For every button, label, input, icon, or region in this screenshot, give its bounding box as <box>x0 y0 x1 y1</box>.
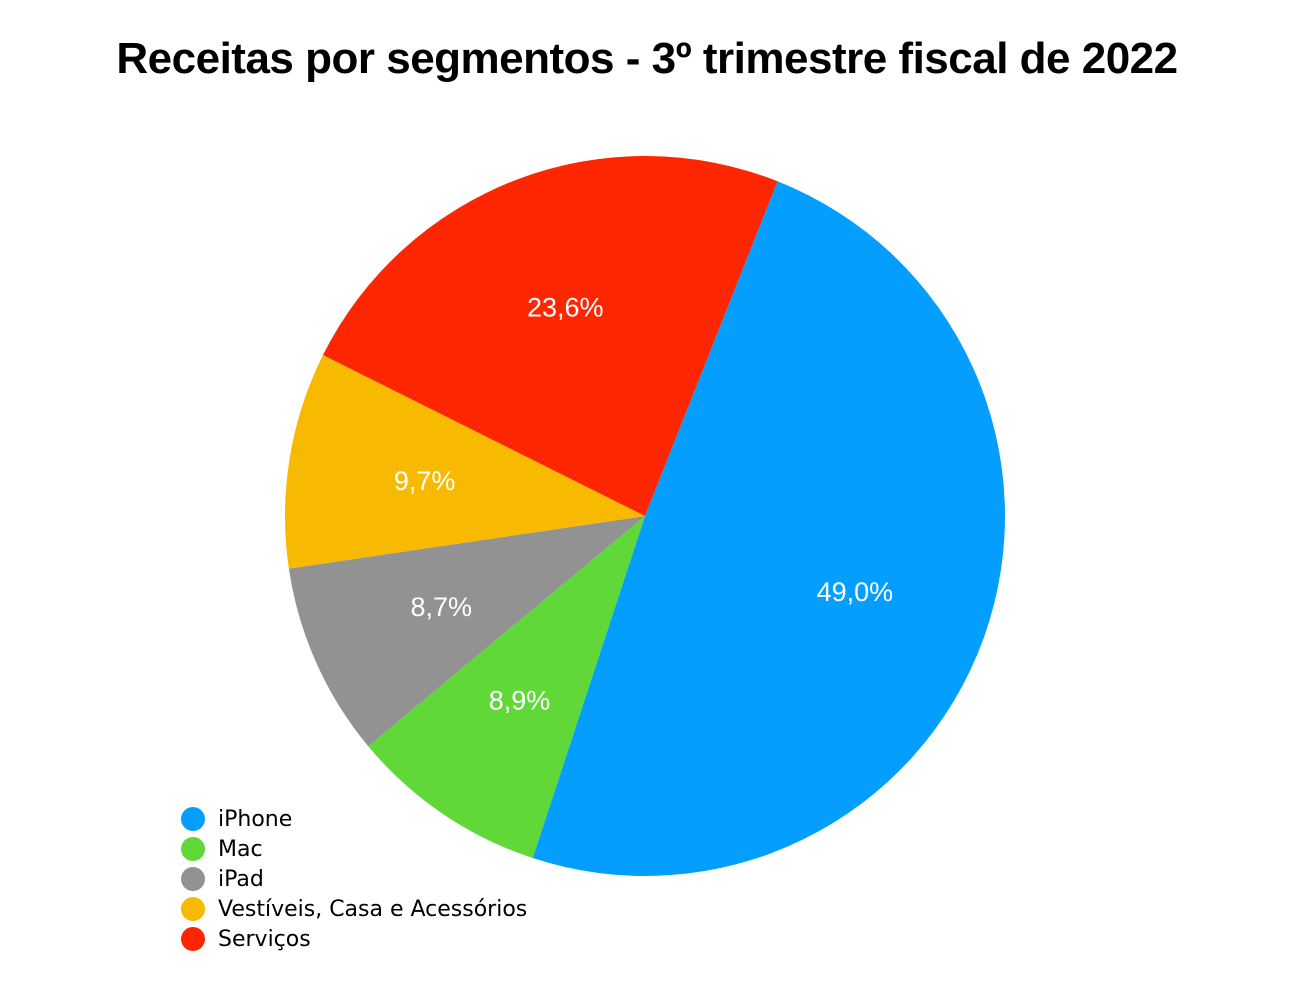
pie-slices <box>285 156 1005 876</box>
legend-swatch-mac <box>181 837 205 861</box>
legend-item-iphone: iPhone <box>181 804 527 834</box>
legend-swatch-vestiveis-casa-e-acessorios <box>181 897 205 921</box>
legend-label: iPad <box>218 866 264 892</box>
data-label-iphone: 49,0% <box>817 577 894 607</box>
legend-label: iPhone <box>218 806 293 832</box>
legend-item-mac: Mac <box>181 834 527 864</box>
legend-item-vestiveis-casa-e-acessorios: Vestíveis, Casa e Acessórios <box>181 894 527 924</box>
pie-data-labels: 49,0% 8,9% 8,7% 9,7% 23,6% <box>394 293 893 716</box>
pie-slice-iphone <box>532 181 1005 876</box>
legend-swatch-ipad <box>181 867 205 891</box>
chart-title: Receitas por segmentos - 3º trimestre fi… <box>116 34 1178 83</box>
data-label-ipad: 8,7% <box>410 592 472 622</box>
pie-slice-mac <box>368 516 645 859</box>
legend-label: Vestíveis, Casa e Acessórios <box>218 896 528 922</box>
legend-label: Mac <box>218 836 263 862</box>
legend-swatch-iphone <box>181 807 205 831</box>
data-label-mac: 8,9% <box>489 686 551 716</box>
pie-slice-servicos <box>322 156 778 517</box>
legend-item-servicos: Serviços <box>181 924 527 954</box>
legend-label: Serviços <box>218 926 311 952</box>
data-label-servicos: 23,6% <box>527 293 604 323</box>
data-label-vestiveis-casa-e-acessorios: 9,7% <box>394 466 456 496</box>
pie-slice-vestiveis-casa-e-acessorios <box>285 355 645 569</box>
legend-item-ipad: iPad <box>181 864 527 894</box>
pie-slice-ipad <box>288 516 645 747</box>
legend: iPhone Mac iPad Vestíveis, Casa e Acessório… <box>181 804 527 954</box>
legend-swatch-servicos <box>181 927 205 951</box>
